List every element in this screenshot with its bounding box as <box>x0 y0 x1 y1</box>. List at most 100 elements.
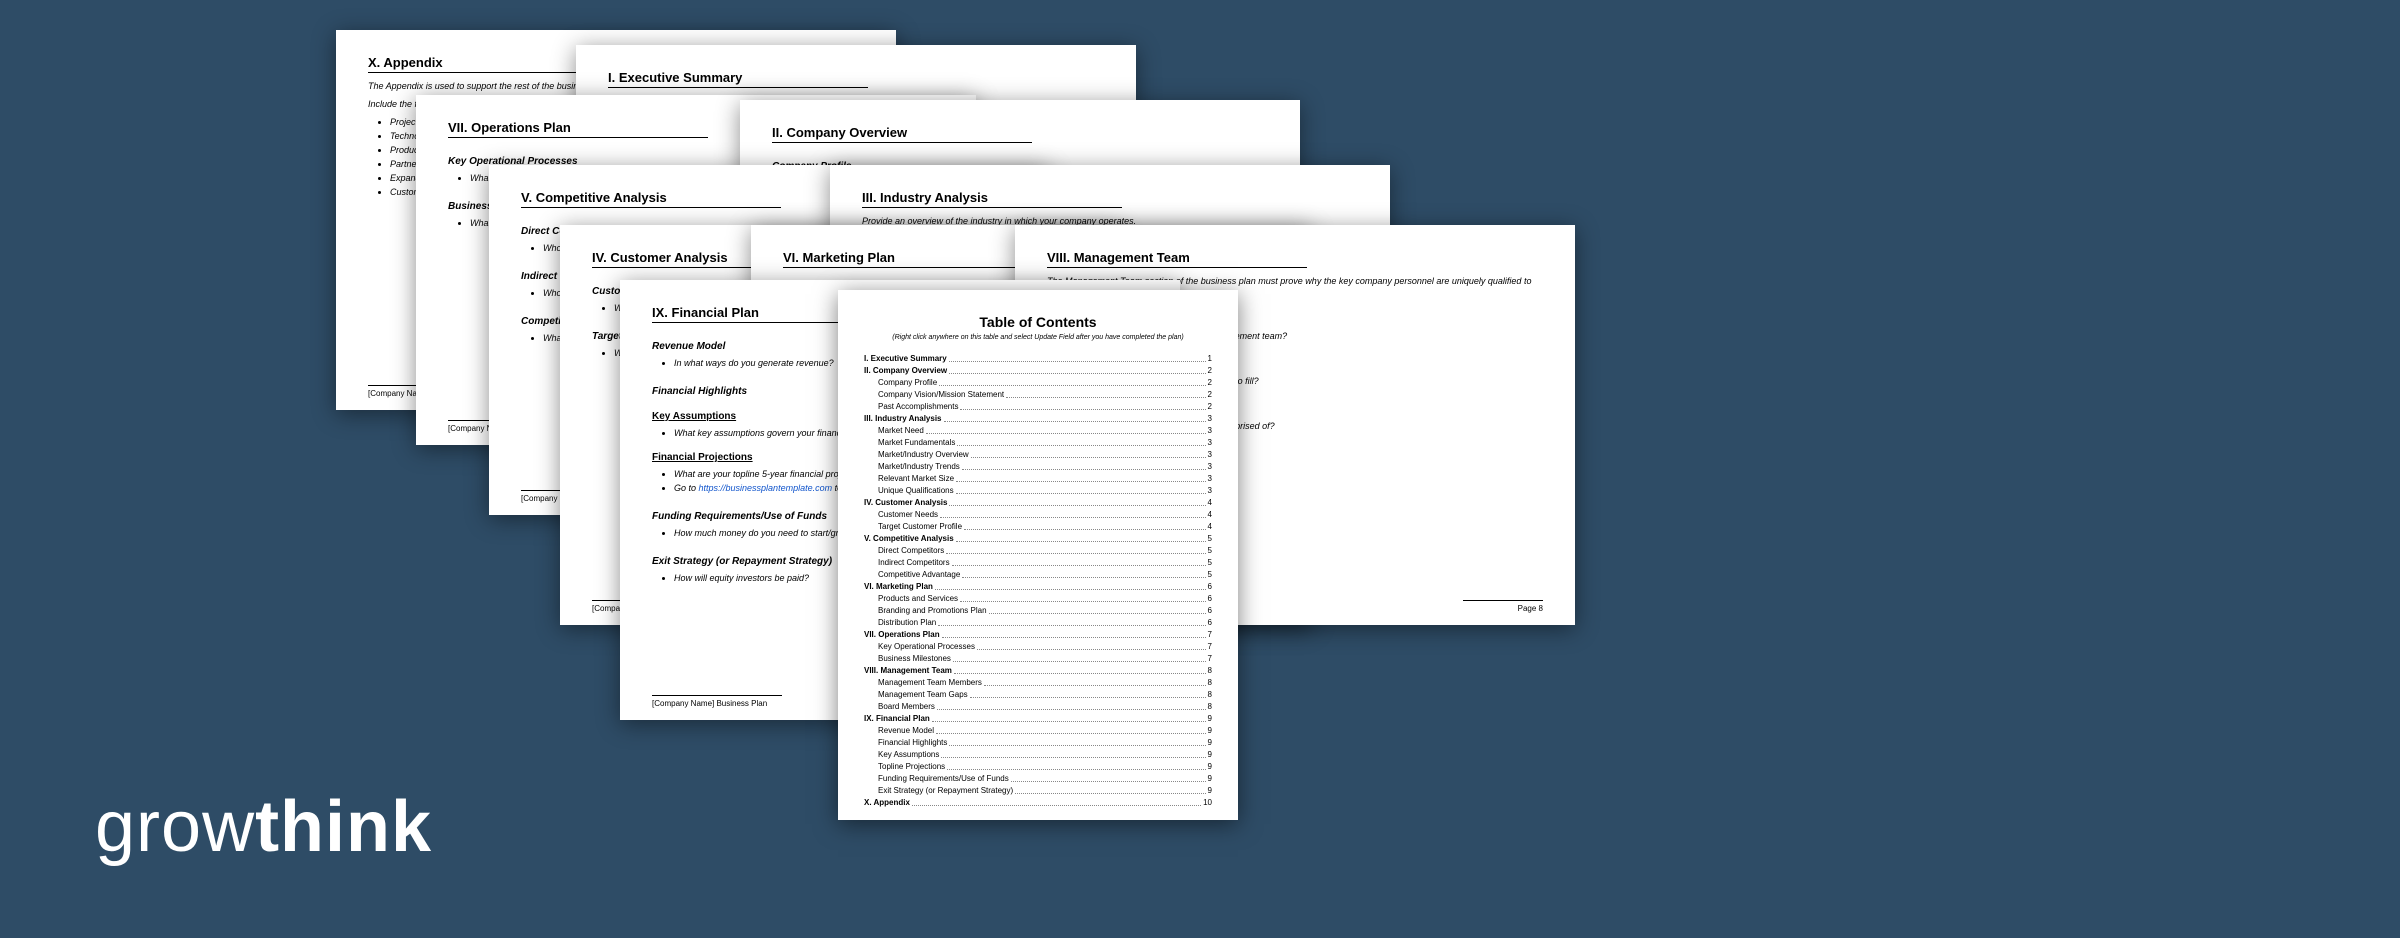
toc-page-num: 2 <box>1208 377 1212 389</box>
toc-label: Distribution Plan <box>878 617 936 629</box>
toc-label: VI. Marketing Plan <box>864 581 933 593</box>
toc-row: Business Milestones 7 <box>864 653 1212 665</box>
toc-page-num: 6 <box>1208 617 1212 629</box>
toc-row: Management Team Members 8 <box>864 677 1212 689</box>
toc-row: Key Operational Processes7 <box>864 641 1212 653</box>
toc-leader <box>960 593 1206 602</box>
page-heading: V. Competitive Analysis <box>521 190 781 208</box>
toc-page-num: 9 <box>1208 713 1212 725</box>
toc-row: Branding and Promotions Plan6 <box>864 605 1212 617</box>
page-heading: III. Industry Analysis <box>862 190 1122 208</box>
toc-page-num: 9 <box>1208 737 1212 749</box>
toc-row: X. Appendix10 <box>864 797 1212 809</box>
brand-logo: growthink <box>95 786 432 868</box>
toc-row: Financial Highlights 9 <box>864 737 1212 749</box>
toc-row: Market/Industry Overview3 <box>864 449 1212 461</box>
toc-label: Management Team Members <box>878 677 982 689</box>
toc-page-num: 7 <box>1208 653 1212 665</box>
toc-leader <box>949 497 1205 506</box>
toc-row: Topline Projections9 <box>864 761 1212 773</box>
toc-label: III. Industry Analysis <box>864 413 942 425</box>
toc-row: VII. Operations Plan7 <box>864 629 1212 641</box>
toc-leader <box>941 749 1205 758</box>
toc-row: Company Vision/Mission Statement2 <box>864 389 1212 401</box>
toc-page-num: 8 <box>1208 677 1212 689</box>
toc-page-num: 6 <box>1208 593 1212 605</box>
toc-label: Financial Highlights <box>878 737 947 749</box>
toc-page-num: 9 <box>1208 785 1212 797</box>
toc-label: Revenue Model <box>878 725 934 737</box>
toc-rows: I. Executive Summary1II. Company Overvie… <box>864 353 1212 809</box>
toc-label: Customer Needs <box>878 509 938 521</box>
toc-label: Business Milestones <box>878 653 951 665</box>
toc-label: IV. Customer Analysis <box>864 497 947 509</box>
toc-leader <box>932 713 1206 722</box>
toc-label: Branding and Promotions Plan <box>878 605 987 617</box>
toc-label: Management Team Gaps <box>878 689 968 701</box>
toc-row: V. Competitive Analysis5 <box>864 533 1212 545</box>
toc-row: Past Accomplishments2 <box>864 401 1212 413</box>
toc-row: Key Assumptions9 <box>864 749 1212 761</box>
page-heading: I. Executive Summary <box>608 70 868 88</box>
toc-label: X. Appendix <box>864 797 910 809</box>
toc-row: Funding Requirements/Use of Funds 9 <box>864 773 1212 785</box>
toc-row: IX. Financial Plan9 <box>864 713 1212 725</box>
toc-leader <box>984 677 1206 686</box>
toc-label: Topline Projections <box>878 761 945 773</box>
page-heading: VII. Operations Plan <box>448 120 708 138</box>
toc-label: Market/Industry Overview <box>878 449 969 461</box>
toc-label: Market/Industry Trends <box>878 461 960 473</box>
toc-leader <box>1006 389 1205 398</box>
toc-row: Distribution Plan 6 <box>864 617 1212 629</box>
toc-hint: (Right click anywhere on this table and … <box>864 334 1212 341</box>
toc-leader <box>956 533 1206 542</box>
toc-label: Relevant Market Size <box>878 473 954 485</box>
toc-leader <box>926 425 1206 434</box>
toc-leader <box>946 545 1205 554</box>
toc-leader <box>964 521 1206 530</box>
toc-label: Funding Requirements/Use of Funds <box>878 773 1009 785</box>
toc-leader <box>937 701 1206 710</box>
toc-page-num: 7 <box>1208 629 1212 641</box>
toc-row: Market/Industry Trends3 <box>864 461 1212 473</box>
toc-leader <box>942 629 1206 638</box>
toc-leader <box>1011 773 1206 782</box>
toc-row: Market Need3 <box>864 425 1212 437</box>
toc-row: Products and Services6 <box>864 593 1212 605</box>
page-heading: VI. Marketing Plan <box>783 250 1043 268</box>
toc-leader <box>944 413 1206 422</box>
toc-row: Relevant Market Size3 <box>864 473 1212 485</box>
toc-page-num: 2 <box>1208 365 1212 377</box>
toc-page-num: 3 <box>1208 425 1212 437</box>
toc-leader <box>940 509 1206 518</box>
toc-page-num: 5 <box>1208 545 1212 557</box>
toc-page-num: 9 <box>1208 749 1212 761</box>
toc-page-num: 8 <box>1208 701 1212 713</box>
toc-label: Exit Strategy (or Repayment Strategy) <box>878 785 1013 797</box>
toc-leader <box>935 581 1206 590</box>
toc-label: Competitive Advantage <box>878 569 960 581</box>
toc-leader <box>956 473 1206 482</box>
toc-row: Company Profile2 <box>864 377 1212 389</box>
toc-leader <box>954 665 1206 674</box>
toc-leader <box>956 485 1206 494</box>
toc-row: Customer Needs4 <box>864 509 1212 521</box>
toc-row: Board Members 8 <box>864 701 1212 713</box>
toc-leader <box>970 689 1206 698</box>
toc-leader <box>953 653 1206 662</box>
toc-page-num: 3 <box>1208 437 1212 449</box>
toc-label: Unique Qualifications <box>878 485 954 497</box>
toc-row: Direct Competitors 5 <box>864 545 1212 557</box>
toc-page-num: 8 <box>1208 665 1212 677</box>
toc-page-num: 9 <box>1208 773 1212 785</box>
page-footer-left: [Company Name] Business Plan <box>652 695 782 708</box>
toc-label: Direct Competitors <box>878 545 944 557</box>
toc-page-num: 5 <box>1208 557 1212 569</box>
toc-label: Board Members <box>878 701 935 713</box>
toc-page-num: 5 <box>1208 533 1212 545</box>
toc-row: Exit Strategy (or Repayment Strategy) 9 <box>864 785 1212 797</box>
toc-label: VIII. Management Team <box>864 665 952 677</box>
toc-page-num: 8 <box>1208 689 1212 701</box>
toc-label: Market Fundamentals <box>878 437 955 449</box>
toc-label: Past Accomplishments <box>878 401 958 413</box>
